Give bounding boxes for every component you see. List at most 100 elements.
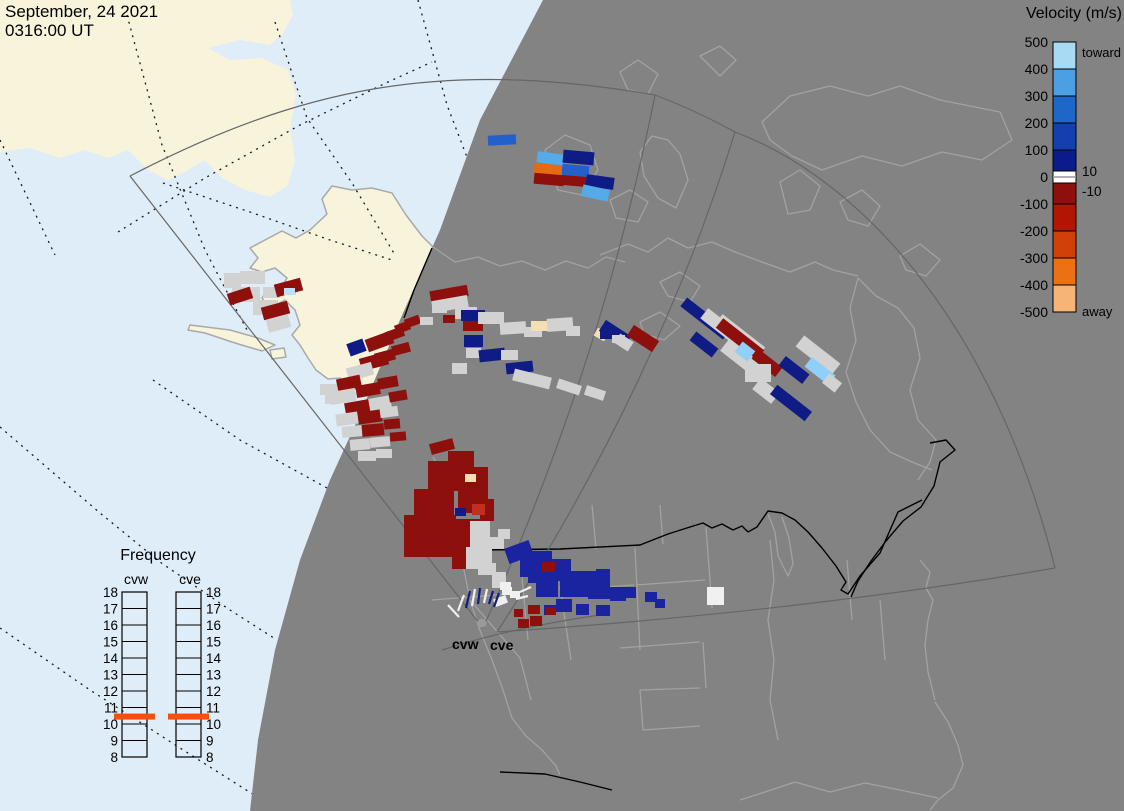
velocity-cell [472, 504, 485, 515]
frequency-marker-cvw [114, 714, 155, 720]
velocity-cell [370, 436, 391, 448]
velocity-cell [350, 438, 371, 451]
velocity-tick-label: 0 [1040, 169, 1048, 185]
frequency-tick-right: 14 [206, 651, 222, 666]
velocity-cell [562, 164, 590, 177]
map-label-cve: cve [490, 637, 514, 653]
time-text: 0316:00 UT [5, 21, 158, 40]
velocity-cell [470, 521, 490, 549]
velocity-cell [488, 134, 516, 145]
frequency-tick-right: 15 [206, 635, 221, 650]
frequency-tick-right: 13 [206, 668, 221, 683]
velocity-tick-label: 100 [1025, 142, 1049, 158]
velocity-cell [501, 350, 518, 360]
frequency-tick-left: 8 [110, 750, 118, 765]
frequency-tick-right: 12 [206, 684, 221, 699]
velocity-colorbar-segment [1053, 42, 1076, 69]
velocity-tick-label: -200 [1020, 223, 1048, 239]
frequency-tick-left: 18 [103, 585, 118, 600]
velocity-colorbar [1053, 42, 1076, 312]
velocity-cell [588, 581, 610, 599]
frequency-radar-cvw: cvw [124, 571, 149, 587]
frequency-legend: Frequency cvw cve 1818171716161515141413… [78, 540, 248, 775]
velocity-cell [390, 431, 407, 441]
frequency-tick-left: 13 [103, 668, 118, 683]
velocity-cell [531, 321, 548, 331]
velocity-tick-label: -400 [1020, 277, 1048, 293]
velocity-cell [542, 562, 555, 572]
velocity-cell [600, 331, 611, 339]
frequency-tick-right: 10 [206, 717, 221, 732]
velocity-cell [284, 288, 295, 295]
velocity-cell [500, 321, 527, 335]
velocity-tick-label: 200 [1025, 115, 1049, 131]
velocity-cell [596, 605, 610, 616]
pos-threshold-label: 10 [1082, 164, 1097, 179]
frequency-tick-right: 18 [206, 585, 221, 600]
velocity-colorbar-segment [1053, 183, 1076, 204]
toward-label: toward [1082, 45, 1121, 60]
velocity-tick-label: 300 [1025, 88, 1049, 104]
velocity-tick-labels: 500 400 300 200 100 0 -100 -200 -300 -400 -500 [1020, 34, 1048, 320]
velocity-legend-title: Velocity (m/s) [1026, 5, 1122, 22]
velocity-cell [528, 605, 540, 614]
velocity-cell [655, 599, 665, 608]
velocity-cell [240, 271, 265, 284]
date-text: September, 24 2021 [5, 2, 158, 21]
velocity-cell [624, 587, 636, 598]
velocity-colorbar-segment [1053, 123, 1076, 150]
frequency-tick-right: 9 [206, 734, 214, 749]
frequency-tick-left: 12 [103, 684, 118, 699]
frequency-tick-left: 15 [103, 635, 118, 650]
velocity-cell [518, 619, 529, 628]
frequency-tick-left: 14 [103, 651, 119, 666]
velocity-cell [745, 364, 771, 382]
velocity-cell [530, 616, 542, 626]
frequency-tick-left: 10 [103, 717, 118, 732]
velocity-colorbar-segment [1053, 69, 1076, 96]
velocity-colorbar-segment [1053, 150, 1076, 171]
velocity-cell [362, 423, 385, 437]
neg-threshold-label: -10 [1082, 184, 1102, 199]
frequency-tick-right: 8 [206, 750, 214, 765]
frequency-tick-right: 11 [206, 701, 220, 716]
velocity-cell [455, 508, 466, 516]
frequency-tick-labels: 1818171716161515141413131212111110109988 [103, 585, 222, 765]
velocity-tick-label: 400 [1025, 61, 1049, 77]
frequency-tick-right: 17 [206, 602, 221, 617]
velocity-cell [420, 317, 433, 325]
velocity-cell [596, 569, 610, 581]
velocity-colorbar-segment [1053, 258, 1076, 285]
velocity-tick-label: -500 [1020, 304, 1048, 320]
velocity-cell [358, 451, 376, 461]
frequency-tick-left: 9 [110, 734, 118, 749]
velocity-cell [612, 335, 625, 343]
frequency-bars [114, 592, 209, 757]
frequency-tick-left: 17 [103, 602, 118, 617]
velocity-cell [500, 582, 511, 590]
velocity-cell [566, 326, 580, 336]
velocity-tick-label: -300 [1020, 250, 1048, 266]
velocity-cell [546, 607, 556, 615]
velocity-cell [562, 150, 594, 166]
velocity-cell [465, 474, 476, 482]
velocity-cell [384, 418, 401, 429]
velocity-cell [576, 604, 589, 615]
velocity-tick-label: 500 [1025, 34, 1049, 50]
frequency-radar-cve: cve [179, 571, 201, 587]
velocity-cell [510, 591, 520, 598]
velocity-cell [478, 312, 504, 324]
velocity-cell [376, 449, 392, 458]
velocity-colorbar-segment [1053, 231, 1076, 258]
velocity-cell [464, 335, 483, 347]
velocity-cell [342, 425, 363, 438]
velocity-cell [514, 609, 523, 617]
velocity-legend: Velocity (m/s) 500 400 300 200 100 0 -100 -200 -… [990, 0, 1124, 340]
frequency-tick-left: 11 [104, 701, 118, 716]
velocity-cell [556, 599, 572, 612]
away-label: away [1082, 304, 1113, 319]
frequency-tick-left: 16 [103, 618, 118, 633]
velocity-cell [498, 529, 510, 539]
velocity-tick-label: -100 [1020, 196, 1048, 212]
velocity-colorbar-segment [1053, 285, 1076, 312]
